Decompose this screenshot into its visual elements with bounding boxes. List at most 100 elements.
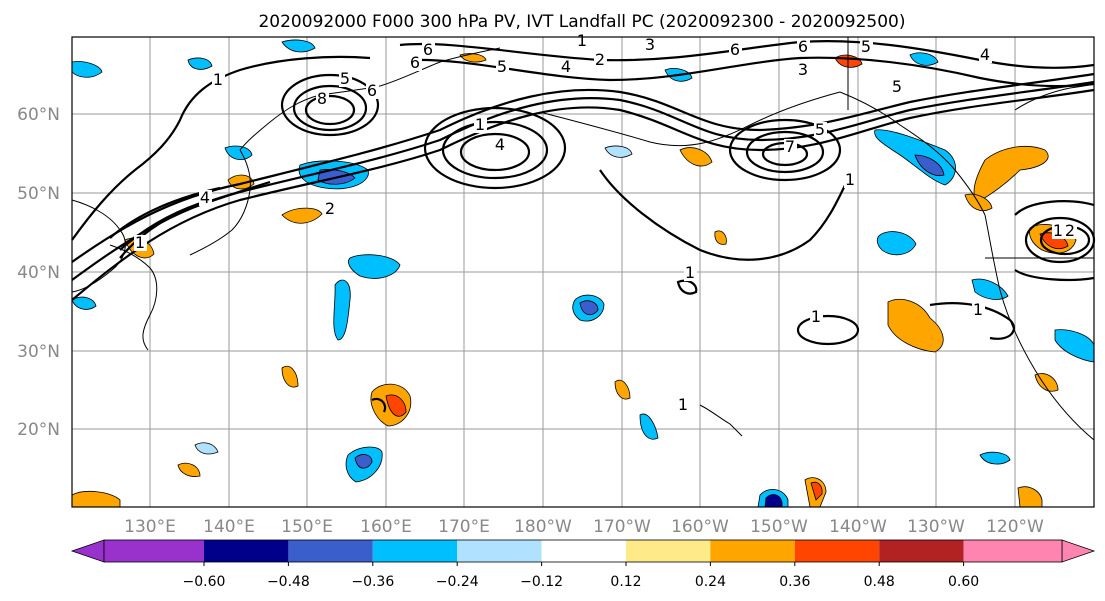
colorbar-segment [204, 540, 289, 562]
map-frame [71, 36, 1095, 508]
contour-label: 2 [1065, 221, 1075, 240]
colorbar-extend-high [1061, 539, 1096, 563]
coastline-japan [189, 149, 251, 256]
contour-line [745, 130, 825, 174]
positive-anomaly [614, 379, 631, 400]
colorbar-segment [710, 540, 795, 562]
contour-line [929, 302, 1015, 340]
negative-anomaly [876, 231, 917, 256]
negative-anomaly-core [914, 154, 945, 177]
contour-label-bg [810, 309, 823, 325]
contour-label: 1 [475, 115, 485, 134]
contour-label-bg [494, 137, 507, 153]
lon-tick-label: 150°W [750, 517, 808, 537]
negative-anomaly [281, 39, 316, 53]
positive-anomaly [177, 462, 201, 477]
lon-tick-label: 170°E [438, 517, 490, 537]
negative-anomaly [909, 52, 939, 66]
contour-line [119, 198, 211, 251]
lon-tick-label: 180°W [514, 517, 572, 537]
longitude-axis: 130°E 140°E 150°E 160°E 170°E 180°W 170°W 160°W… [124, 517, 1044, 537]
contour-label: 3 [798, 60, 808, 79]
contour-label: 5 [892, 77, 902, 96]
negative-anomaly [194, 442, 219, 455]
negative-anomaly [224, 145, 253, 160]
lon-tick-label: 130°E [124, 517, 176, 537]
coastline-siberia [379, 47, 501, 87]
colorbar-segment [794, 540, 880, 562]
lat-tick-label: 50°N [17, 184, 60, 204]
contour-label-bg [797, 39, 810, 55]
negative-anomaly [604, 145, 633, 158]
positive-anomaly [71, 490, 121, 508]
contour-label-bg [324, 201, 337, 217]
colorbar-segment [372, 540, 458, 562]
negative-anomaly-core [354, 454, 373, 469]
contour-label-bg [366, 83, 379, 99]
negative-anomaly [639, 413, 659, 440]
lat-tick-label: 60°N [17, 105, 60, 125]
contour-label: 1 [845, 170, 855, 189]
lon-tick-label: 160°E [360, 517, 412, 537]
contour-label-bg [860, 39, 873, 55]
colorbar-outline [103, 539, 1063, 563]
contour-label-bg [1064, 223, 1077, 239]
negative-anomaly [71, 296, 97, 310]
contour-label: 4 [495, 135, 505, 154]
negative-anomaly-core [579, 300, 599, 316]
contour-label: 4 [561, 57, 571, 76]
contour-label: 5 [861, 37, 871, 56]
contour-label-bg [677, 397, 690, 413]
contour-label: 2 [325, 199, 335, 218]
contour-line [459, 132, 531, 172]
coastline-korea [109, 244, 158, 351]
colorbar-tick-label: −0.24 [436, 574, 479, 590]
contour-label: 1 [135, 233, 145, 252]
contour-label-bg [134, 235, 147, 251]
colorbar-tick-label: 0.36 [779, 574, 810, 590]
contour-line [71, 72, 1095, 263]
negative-anomaly [333, 279, 351, 341]
contour-label: 5 [340, 69, 350, 88]
contour-label-bg [474, 117, 487, 133]
coastline-alaska [839, 91, 986, 216]
negative-anomaly [71, 61, 103, 78]
colorbar-segment [288, 540, 373, 562]
coastline-aleutians [539, 91, 841, 147]
contour-label: 1 [678, 395, 688, 414]
positive-anomaly [1034, 373, 1059, 392]
contour-label-bg [1052, 223, 1065, 239]
contour-line [399, 40, 1095, 69]
colorbar-segment [963, 540, 1062, 562]
contour-label-bg [496, 59, 509, 75]
colorbar-segment [541, 540, 626, 562]
lon-tick-label: 170°W [593, 517, 651, 537]
contour-line [796, 314, 860, 346]
contour-label: 6 [798, 37, 808, 56]
colorbar-segment [457, 540, 542, 562]
contour-label: 4 [980, 45, 990, 64]
contour-line [280, 73, 380, 137]
contour-label-bg [422, 42, 435, 58]
plot-title: 2020092000 F000 300 hPa PV, IVT Landfall… [258, 12, 905, 32]
contour-label-bg [560, 59, 573, 75]
contour-label-bg [814, 122, 827, 138]
contour-label: 2 [595, 50, 605, 69]
contour-line [1014, 200, 1095, 216]
contour-line [371, 397, 387, 413]
negative-anomaly-core [764, 494, 783, 508]
contour-label-bg [844, 172, 857, 188]
negative-anomaly [187, 57, 213, 70]
contour-line [441, 120, 549, 180]
contour-label-bg [339, 71, 352, 87]
colorbar-tick-label: 0.24 [695, 574, 726, 590]
latitude-axis: 60°N 50°N 40°N 30°N 20°N [17, 105, 60, 440]
contour-label: 5 [815, 120, 825, 139]
colorbar-segment [104, 540, 204, 562]
contour-label: 1 [577, 31, 587, 50]
positive-anomaly-core [385, 394, 407, 417]
coastline-north-america [984, 214, 1095, 441]
contour-label-bg [891, 79, 904, 95]
